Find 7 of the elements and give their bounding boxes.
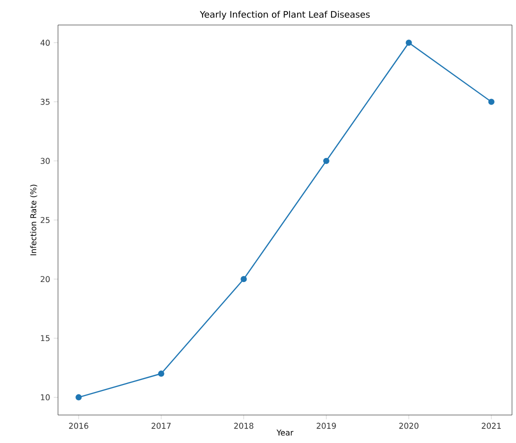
point [76, 394, 82, 400]
chart-title: Yearly Infection of Plant Leaf Diseases [200, 10, 370, 20]
point [406, 40, 412, 46]
point [323, 158, 330, 164]
point [488, 98, 494, 105]
point [158, 370, 164, 377]
point [240, 276, 247, 282]
